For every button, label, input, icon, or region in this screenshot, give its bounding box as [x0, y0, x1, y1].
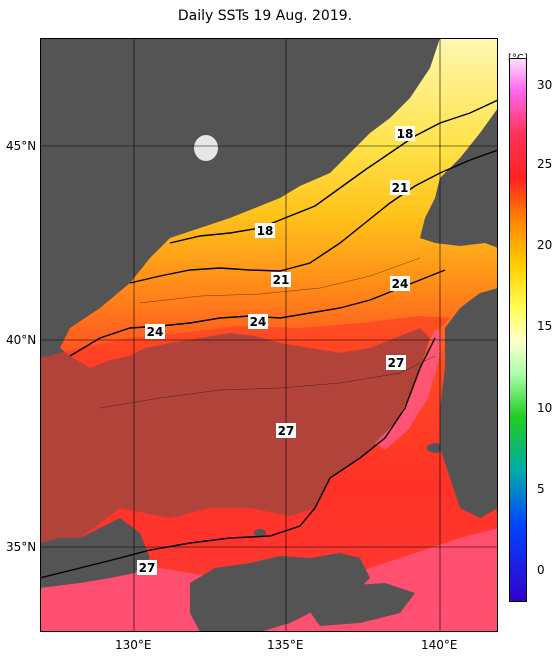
island-sado: [427, 443, 443, 453]
colorbar: [509, 58, 527, 602]
lon-label-130: 130°E: [115, 638, 152, 652]
contour-label-27b: 27: [276, 423, 296, 438]
contour-label-text: 18: [257, 224, 274, 238]
contour-label-18b: 18: [255, 223, 275, 238]
contour-label-text: 18: [397, 127, 414, 141]
lon-label-135: 135°E: [267, 638, 304, 652]
contour-label-text: 21: [273, 273, 290, 287]
contour-21: [129, 149, 499, 284]
colorbar-tick-15: 15: [537, 319, 553, 333]
lake-khanka: [194, 135, 218, 161]
contour-label-text: 24: [147, 325, 164, 339]
colorbar-tick-0: 0: [537, 563, 545, 577]
lat-label-45: 45°N: [6, 139, 37, 153]
contour-label-18a: 18: [395, 126, 415, 141]
contour-label-text: 27: [388, 356, 405, 370]
sst-map: 18 21 18 21 24 24 24 27 27 27: [39, 38, 499, 632]
land-honshu-east: [440, 288, 498, 518]
colorbar-tick-25: 25: [537, 157, 553, 171]
contour-labels: 18 21 18 21 24 24 24 27 27 27: [137, 126, 415, 575]
lat-label-35: 35°N: [6, 540, 37, 554]
contour-label-27c: 27: [137, 560, 157, 575]
graticule: [40, 38, 498, 632]
lon-label-140: 140°E: [421, 638, 458, 652]
contour-label-text: 27: [139, 561, 156, 575]
contour-thin-1: [99, 355, 436, 409]
map-title: Daily SSTs 19 Aug. 2019.: [177, 8, 353, 24]
colorbar-tick-30: 30: [537, 78, 553, 92]
contour-thin-2: [139, 257, 421, 304]
contour-label-24b: 24: [248, 314, 268, 329]
colorbar-tick-5: 5: [537, 482, 545, 496]
warm-band: [40, 316, 450, 543]
contour-label-24c: 24: [145, 324, 165, 339]
lat-label-40: 40°N: [6, 333, 37, 347]
colorbar-tick-10: 10: [537, 401, 553, 415]
contour-label-21a: 21: [390, 180, 410, 195]
map-frame: [40, 38, 498, 632]
land-kyushu: [190, 553, 370, 632]
contour-label-21b: 21: [271, 272, 291, 287]
contour-27: [39, 337, 436, 579]
island-oki: [254, 529, 266, 537]
contour-label-text: 24: [392, 277, 409, 291]
contour-label-text: 21: [392, 181, 409, 195]
contour-label-text: 24: [250, 315, 267, 329]
contour-label-27a: 27: [386, 355, 406, 370]
colorbar-tick-20: 20: [537, 238, 553, 252]
contour-label-text: 27: [278, 424, 295, 438]
land-shikoku: [300, 583, 415, 626]
contour-label-24a: 24: [390, 276, 410, 291]
